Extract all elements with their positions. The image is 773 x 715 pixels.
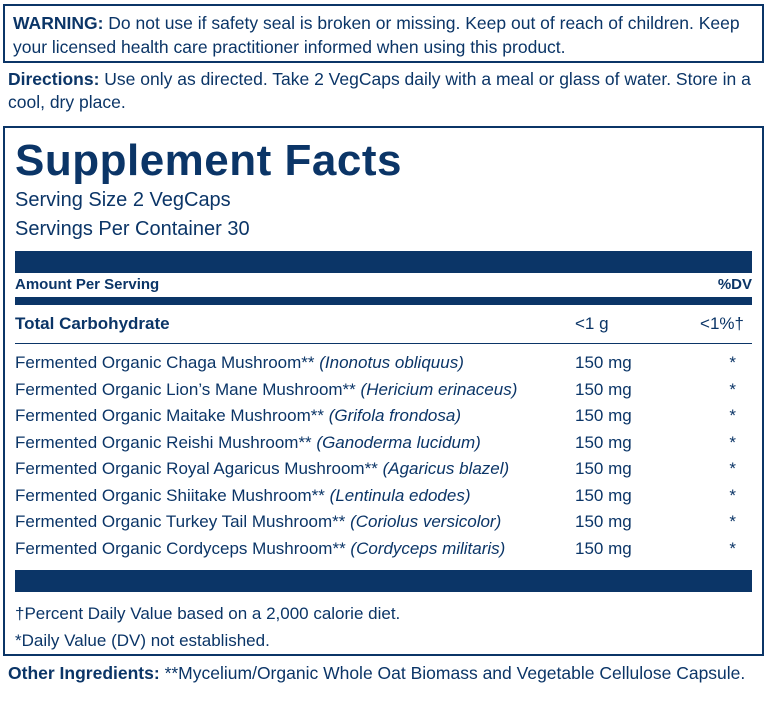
- ingredient-dv: *: [729, 459, 736, 478]
- ingredient-row: Fermented Organic Turkey Tail Mushroom**…: [15, 509, 752, 536]
- ingredient-amount: 150 mg: [575, 406, 632, 425]
- carbohydrate-row: Total Carbohydrate <1 g <1%†: [15, 305, 752, 344]
- ingredient-dv: *: [729, 406, 736, 425]
- warning-label: WARNING:: [13, 13, 104, 33]
- nutrient-amount: <1 g: [575, 314, 609, 333]
- ingredient-latin: (Agaricus blazel): [382, 459, 510, 478]
- ingredient-row: Fermented Organic Royal Agaricus Mushroo…: [15, 456, 752, 483]
- ingredient-name: Fermented Organic Reishi Mushroom**: [15, 432, 312, 452]
- ingredient-name-cell: Fermented Organic Turkey Tail Mushroom**…: [15, 509, 575, 536]
- ingredient-name-cell: Fermented Organic Royal Agaricus Mushroo…: [15, 456, 575, 483]
- warning-box: WARNING: Do not use if safety seal is br…: [3, 4, 764, 63]
- ingredient-amount: 150 mg: [575, 379, 632, 399]
- ingredient-latin: (Hericium erinaceus): [360, 379, 518, 399]
- footnote: *Daily Value (DV) not established.: [15, 631, 270, 650]
- divider-bar: [15, 570, 752, 592]
- serving-size: Serving Size 2 VegCaps: [15, 189, 231, 211]
- ingredient-row: Fermented Organic Lion’s Mane Mushroom**…: [15, 377, 752, 404]
- footnote: †Percent Daily Value based on a 2,000 ca…: [15, 604, 401, 623]
- ingredient-row: Fermented Organic Chaga Mushroom** (Inon…: [15, 350, 752, 377]
- ingredient-name: Fermented Organic Lion’s Mane Mushroom**: [15, 379, 356, 399]
- ingredient-row: Fermented Organic Maitake Mushroom** (Gr…: [15, 403, 752, 430]
- amount-header: Amount Per Serving: [15, 276, 160, 293]
- ingredient-amount: 150 mg: [575, 485, 632, 505]
- ingredient-name: Fermented Organic Chaga Mushroom**: [15, 353, 315, 372]
- ingredient-row: Fermented Organic Cordyceps Mushroom** (…: [15, 536, 752, 563]
- servings-per-container: Servings Per Container 30: [15, 218, 250, 240]
- ingredient-latin: (Grifola frondosa): [328, 406, 461, 425]
- ingredient-amount: 150 mg: [575, 538, 632, 558]
- facts-title: Supplement Facts: [15, 136, 402, 185]
- directions-label: Directions:: [8, 69, 100, 89]
- ingredient-amount: 150 mg: [575, 432, 632, 452]
- divider-bar: [15, 251, 752, 273]
- footnotes: †Percent Daily Value based on a 2,000 ca…: [15, 600, 752, 654]
- ingredient-dv: *: [729, 485, 736, 505]
- ingredient-name: Fermented Organic Turkey Tail Mushroom**: [15, 512, 346, 531]
- ingredient-row: Fermented Organic Shiitake Mushroom** (L…: [15, 483, 752, 510]
- ingredient-latin: (Ganoderma lucidum): [316, 432, 481, 452]
- ingredient-dv: *: [729, 379, 736, 399]
- other-ingredients: Other Ingredients: **Mycelium/Organic Wh…: [8, 662, 768, 685]
- nutrient-name: Total Carbohydrate: [15, 314, 170, 333]
- ingredient-dv: *: [729, 512, 736, 531]
- directions: Directions: Use only as directed. Take 2…: [8, 68, 768, 114]
- warning-text: Do not use if safety seal is broken or m…: [13, 13, 740, 57]
- ingredient-amount: 150 mg: [575, 353, 632, 372]
- ingredient-name: Fermented Organic Royal Agaricus Mushroo…: [15, 459, 378, 478]
- dv-header: %DV: [717, 276, 752, 293]
- ingredient-latin: (Cordyceps militaris): [350, 538, 506, 558]
- ingredient-latin: (Inonotus obliquus): [319, 353, 464, 372]
- ingredient-name-cell: Fermented Organic Cordyceps Mushroom** (…: [15, 536, 575, 563]
- nutrient-dv: <1%†: [700, 314, 744, 333]
- ingredient-dv: *: [729, 353, 736, 372]
- ingredient-dv: *: [729, 538, 736, 558]
- ingredient-amount: 150 mg: [575, 512, 632, 531]
- ingredient-name: Fermented Organic Shiitake Mushroom**: [15, 485, 325, 505]
- ingredient-latin: (Coriolus versicolor): [350, 512, 502, 531]
- directions-text: Use only as directed. Take 2 VegCaps dai…: [8, 69, 751, 112]
- ingredient-name-cell: Fermented Organic Reishi Mushroom** (Gan…: [15, 430, 575, 457]
- other-ingredients-text: **Mycelium/Organic Whole Oat Biomass and…: [164, 663, 746, 683]
- ingredient-name-cell: Fermented Organic Lion’s Mane Mushroom**…: [15, 377, 575, 404]
- ingredient-name-cell: Fermented Organic Chaga Mushroom** (Inon…: [15, 350, 575, 377]
- ingredient-name: Fermented Organic Maitake Mushroom**: [15, 406, 324, 425]
- divider-bar: [15, 297, 752, 305]
- ingredient-row: Fermented Organic Reishi Mushroom** (Gan…: [15, 430, 752, 457]
- ingredient-name-cell: Fermented Organic Maitake Mushroom** (Gr…: [15, 403, 575, 430]
- facts-panel: Supplement Facts Serving Size 2 VegCaps …: [3, 126, 764, 656]
- ingredient-dv: *: [729, 432, 736, 452]
- ingredient-latin: (Lentinula edodes): [329, 485, 471, 505]
- other-ingredients-label: Other Ingredients:: [8, 663, 160, 683]
- table-header: Amount Per Serving %DV: [15, 273, 752, 297]
- ingredient-amount: 150 mg: [575, 459, 632, 478]
- ingredient-list: Fermented Organic Chaga Mushroom** (Inon…: [15, 350, 752, 562]
- ingredient-name-cell: Fermented Organic Shiitake Mushroom** (L…: [15, 483, 575, 510]
- ingredient-name: Fermented Organic Cordyceps Mushroom**: [15, 538, 346, 558]
